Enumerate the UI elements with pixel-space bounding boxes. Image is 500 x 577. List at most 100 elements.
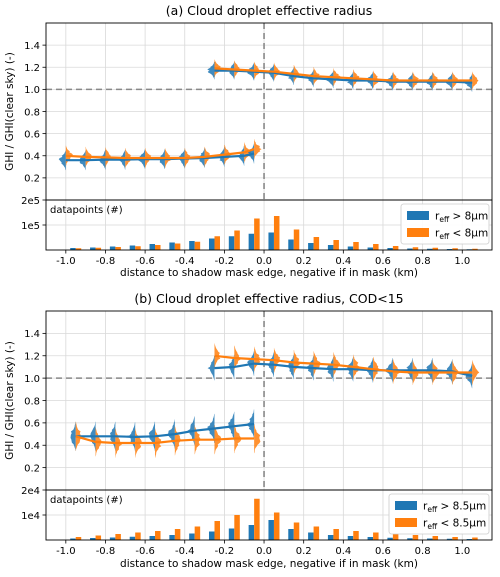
x-tick-label: 0.8 [415, 546, 431, 557]
bar-blue [129, 536, 136, 540]
legend-swatch [407, 211, 429, 220]
bar-blue [446, 249, 453, 250]
bar-blue [308, 243, 314, 250]
bar-orange [472, 248, 478, 250]
bar-blue [109, 246, 116, 250]
x-tick-label: 0.0 [256, 546, 272, 557]
series-line [75, 422, 255, 439]
bar-blue [367, 247, 374, 250]
y-tick-label: 2e4 [21, 486, 40, 497]
bar-blue [407, 248, 413, 250]
x-tick-label: 0.2 [296, 546, 312, 557]
bar-blue [268, 232, 274, 250]
bar-orange [293, 229, 300, 250]
bar-blue [427, 248, 433, 250]
bar-blue [149, 244, 156, 250]
x-axis-label: distance to shadow mask edge, negative i… [120, 558, 418, 570]
x-tick-label: -0.4 [175, 546, 195, 557]
chart-title: (b) Cloud droplet effective radius, COD<… [134, 291, 403, 306]
legend-swatch [395, 501, 417, 510]
series-line [65, 148, 255, 160]
bar-orange [333, 529, 339, 540]
y-tick-label: 2e5 [21, 196, 40, 207]
bar-blue [407, 538, 413, 540]
y-axis-label: GHI / GHI(clear sky) (-) [4, 52, 16, 171]
x-tick-label: -0.2 [215, 256, 235, 267]
x-tick-label: -0.2 [215, 546, 235, 557]
bar-orange [353, 242, 359, 250]
bar-orange [373, 532, 379, 540]
bar-orange [115, 534, 121, 540]
y-tick-label: 0.6 [24, 419, 40, 430]
y-tick-label: 0.2 [24, 463, 40, 474]
bar-blue [446, 538, 453, 540]
series-line [75, 435, 255, 445]
bar-blue [347, 536, 354, 540]
bar-orange [214, 521, 220, 540]
violin-orange [472, 360, 480, 385]
bar-orange [75, 537, 82, 540]
bar-blue [248, 233, 255, 250]
violin-orange [254, 139, 262, 160]
bar-orange [234, 515, 240, 540]
legend-label: reff < 8.5μm [423, 518, 486, 532]
bar-orange [392, 246, 399, 250]
x-tick-label: -0.8 [96, 546, 116, 557]
bar-orange [452, 537, 458, 540]
y-tick-label: 0.4 [24, 152, 40, 163]
bar-blue [347, 246, 354, 250]
series-line [214, 362, 473, 377]
violin-orange [244, 142, 252, 163]
y-tick-label: 1.2 [24, 63, 40, 74]
bar-orange [155, 531, 161, 540]
bar-blue [248, 525, 255, 540]
y-tick-label: 1.0 [24, 85, 40, 96]
bar-orange [174, 243, 181, 250]
bar-orange [452, 248, 458, 250]
y-tick-label: 0.2 [24, 174, 40, 185]
bar-blue [70, 538, 76, 540]
bar-orange [313, 237, 320, 250]
bar-orange [75, 248, 82, 250]
violin-orange [472, 71, 479, 90]
bar-blue [149, 536, 156, 540]
bar-orange [214, 236, 220, 250]
bar-orange [115, 247, 121, 250]
bar-blue [129, 245, 136, 250]
bar-orange [472, 537, 478, 540]
legend-swatch [395, 518, 417, 527]
bar-orange [432, 247, 439, 250]
x-tick-label: 0.6 [375, 546, 391, 557]
chart-panel-a: (a) Cloud droplet effective radius 0.2 0.4… [4, 3, 493, 279]
bar-blue [427, 538, 433, 540]
datapoints-label: datapoints (#) [50, 205, 123, 216]
bar-blue [189, 533, 195, 540]
bar-blue [466, 539, 473, 540]
series-line [214, 67, 473, 82]
bar-blue [228, 236, 235, 250]
x-tick-label: 0.6 [375, 256, 391, 267]
bar-orange [155, 245, 161, 250]
y-tick-label: 0.8 [24, 107, 40, 118]
bar-blue [169, 535, 175, 540]
legend-label: reff < 8μm [435, 228, 488, 242]
bar-blue [387, 537, 393, 540]
bar-blue [268, 520, 274, 540]
bar-orange [254, 218, 260, 250]
series-line [214, 354, 473, 374]
x-tick-label: 1.0 [454, 256, 470, 267]
bar-orange [273, 216, 280, 250]
bar-orange [254, 498, 260, 540]
x-tick-label: -0.6 [135, 546, 155, 557]
y-tick-label: 1.4 [24, 41, 40, 52]
bar-orange [412, 535, 419, 540]
x-tick-label: 0.8 [415, 256, 431, 267]
x-tick-label: 1.0 [454, 546, 470, 557]
bar-orange [135, 532, 141, 540]
bar-orange [293, 522, 300, 540]
bar-orange [392, 534, 399, 540]
bar-orange [194, 241, 201, 250]
bar-blue [208, 238, 215, 250]
bar-orange [373, 244, 379, 250]
